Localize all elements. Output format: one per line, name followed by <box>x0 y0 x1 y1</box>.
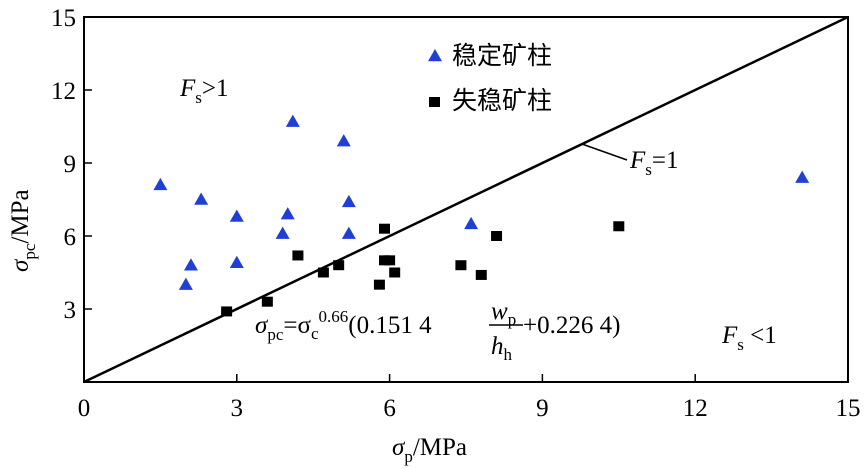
point-stable <box>229 255 244 269</box>
point-stable <box>341 194 356 208</box>
legend-label-stable: 稳定矿柱 <box>452 41 552 70</box>
point-unstable <box>613 221 625 232</box>
tick-labels: 0 3 6 9 12 15 3 6 9 12 15 <box>51 5 861 422</box>
point-unstable <box>221 306 233 317</box>
point-unstable <box>317 267 329 278</box>
point-stable <box>275 226 290 239</box>
annotation-fs-less-than-1: Fs <1 <box>721 322 777 354</box>
legend-marker-stable <box>428 49 442 62</box>
point-stable <box>280 207 295 220</box>
y-tick-label: 3 <box>64 297 77 324</box>
point-stable <box>153 177 168 191</box>
fs-line-leader <box>581 143 628 161</box>
x-tick-label: 15 <box>836 395 861 422</box>
point-stable <box>194 192 209 205</box>
point-unstable <box>379 223 391 234</box>
y-tick-label: 12 <box>51 78 76 105</box>
plot-frame <box>83 16 849 383</box>
formula-numerator: wp <box>491 298 516 329</box>
point-stable <box>464 216 479 230</box>
point-unstable <box>475 269 487 280</box>
y-tick-label: 15 <box>51 5 76 32</box>
point-stable <box>336 134 351 147</box>
x-tick-label: 3 <box>231 395 244 422</box>
point-stable <box>229 209 244 222</box>
fs-line-path <box>83 15 849 384</box>
point-unstable <box>389 267 401 278</box>
fs-line-label: Fs=1 <box>629 147 679 179</box>
legend: 稳定矿柱 失稳矿柱 <box>428 41 552 115</box>
point-unstable <box>292 250 304 261</box>
point-unstable <box>455 260 467 271</box>
point-unstable <box>384 255 396 266</box>
x-axis-title: σp/MPa <box>392 434 467 466</box>
y-axis-title: σpc/MPa <box>7 189 39 272</box>
point-stable <box>178 277 193 290</box>
data-points <box>153 114 810 317</box>
plot-border <box>83 16 849 383</box>
y-tick-label: 6 <box>64 224 77 251</box>
y-tick-label: 9 <box>64 151 77 178</box>
formula: σpc=σc0.66(0.151 4 wp hh +0.226 4) <box>255 298 620 364</box>
point-stable <box>341 226 356 239</box>
point-stable <box>795 170 810 183</box>
legend-marker-unstable <box>429 97 440 107</box>
fs-equals-one-line <box>83 15 849 384</box>
point-stable <box>285 114 300 127</box>
point-unstable <box>261 296 273 307</box>
annotation-fs-greater-than-1: Fs>1 <box>179 75 229 107</box>
x-tick-label: 6 <box>383 395 396 422</box>
point-unstable <box>373 279 385 290</box>
formula-left: σpc=σc0.66(0.151 4 <box>255 307 432 344</box>
x-tick-label: 9 <box>536 395 549 422</box>
point-unstable <box>491 231 503 241</box>
x-tick-label: 12 <box>683 395 708 422</box>
formula-right: +0.226 4) <box>523 312 620 339</box>
point-stable <box>183 258 198 271</box>
formula-denominator: hh <box>491 333 513 364</box>
x-tick-label: 0 <box>78 395 91 422</box>
point-unstable <box>333 260 345 271</box>
legend-label-unstable: 失稳矿柱 <box>452 86 552 115</box>
